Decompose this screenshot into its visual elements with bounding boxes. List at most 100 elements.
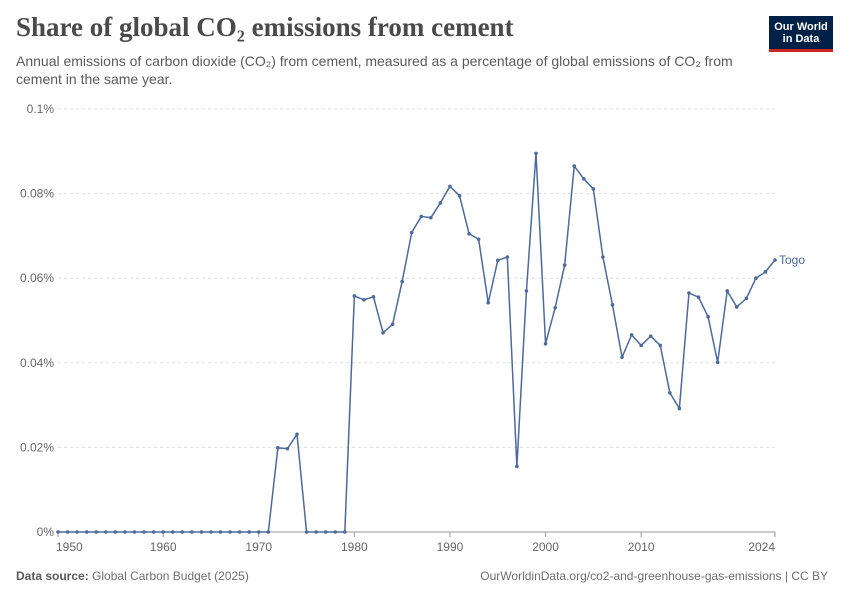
data-point [495, 258, 500, 263]
data-point [333, 530, 338, 534]
data-point [295, 432, 299, 437]
data-point [553, 306, 557, 310]
data-point [706, 314, 710, 319]
series-line-togo [58, 152, 776, 533]
x-tick-label: 1990 [437, 540, 464, 554]
data-point [696, 295, 701, 300]
data-point [84, 530, 89, 534]
data-point [362, 297, 366, 302]
y-tick-label: 0.1% [27, 102, 55, 116]
data-point [237, 530, 242, 534]
data-point [123, 530, 127, 534]
data-point [505, 255, 510, 259]
data-point [113, 530, 118, 534]
data-point [65, 530, 70, 534]
source-url[interactable]: OurWorldinData.org/co2-and-greenhouse-ga… [480, 569, 828, 583]
data-point [132, 530, 137, 534]
x-tick-label: 1950 [56, 540, 83, 554]
y-tick-label: 0.02% [20, 440, 54, 454]
chart-subtitle: Annual emissions of carbon dioxide (CO₂)… [16, 53, 733, 87]
data-point [285, 446, 290, 451]
y-tick-label: 0.08% [20, 187, 54, 201]
data-point [629, 333, 634, 337]
data-point [601, 255, 605, 259]
data-point [543, 341, 548, 346]
data-point [591, 187, 596, 191]
data-point [620, 355, 624, 360]
data-point [486, 300, 491, 305]
data-point [744, 296, 749, 301]
data-point [467, 231, 471, 236]
data-point [582, 176, 586, 181]
data-point [438, 201, 443, 205]
data-point [572, 164, 577, 168]
data-point [610, 303, 615, 307]
data-point [304, 530, 309, 534]
data-point [419, 214, 424, 219]
data-point [562, 263, 567, 267]
data-point [639, 343, 643, 348]
logo-line-2: in Data [782, 32, 820, 45]
chart-title: Share of global CO₂ emissions from cemen… [16, 12, 514, 42]
data-point [371, 295, 376, 299]
data-point [104, 530, 108, 534]
data-point [218, 530, 223, 534]
data-point [94, 530, 99, 534]
data-point [648, 334, 653, 338]
data-point [343, 530, 347, 534]
data-point [75, 530, 79, 534]
data-point [515, 464, 519, 469]
data-point [763, 270, 768, 274]
x-tick-label: 1970 [245, 540, 272, 554]
data-point [409, 230, 414, 235]
data-point [534, 151, 538, 156]
data-point [715, 360, 720, 365]
data-point [381, 330, 385, 335]
data-point [56, 530, 60, 534]
data-point [524, 289, 529, 293]
logo-line-1: Our World [774, 20, 828, 33]
data-point [266, 530, 271, 534]
x-tick-label: 2000 [532, 540, 559, 554]
data-point [323, 530, 328, 534]
data-point [199, 530, 204, 534]
data-source-link[interactable]: Global Carbon Budget (2025) [92, 569, 249, 583]
data-point [773, 258, 777, 262]
data-point [276, 446, 280, 450]
y-tick-label: 0% [37, 525, 55, 539]
data-point [180, 530, 185, 534]
data-point [687, 291, 691, 295]
data-point [247, 530, 251, 534]
data-point [256, 530, 261, 534]
series-label-togo: Togo [779, 253, 805, 267]
x-tick-label: 1980 [341, 540, 368, 554]
data-point [476, 237, 481, 242]
y-tick-label: 0.04% [20, 356, 54, 370]
data-point [658, 343, 663, 348]
data-point [190, 530, 194, 534]
data-point [429, 215, 433, 220]
x-tick-label: 2010 [628, 540, 655, 554]
data-point [734, 305, 739, 309]
data-point [725, 289, 729, 293]
data-point [352, 294, 357, 298]
data-point [209, 530, 213, 534]
x-tick-label: 2024 [748, 540, 775, 554]
data-point [228, 530, 232, 534]
data-source-label: Data source: [16, 569, 89, 583]
data-source: Data source: Global Carbon Budget (2025) [16, 569, 249, 583]
data-point [161, 530, 165, 534]
data-point [314, 530, 318, 534]
data-point [151, 530, 156, 534]
data-point [400, 279, 404, 284]
data-point [754, 276, 758, 281]
owid-logo[interactable]: Our World in Data [769, 16, 833, 52]
data-point [668, 391, 672, 395]
data-point [448, 184, 452, 189]
y-tick-label: 0.06% [20, 271, 54, 285]
data-point [170, 530, 175, 534]
data-point [457, 193, 462, 198]
data-point [677, 406, 682, 411]
data-point [390, 322, 395, 327]
